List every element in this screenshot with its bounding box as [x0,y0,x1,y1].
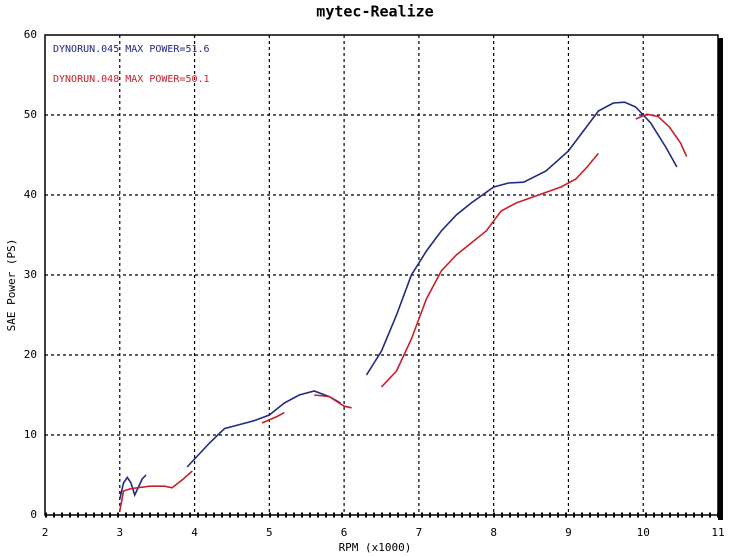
x-tick-label: 11 [711,526,724,539]
y-tick-label: 40 [24,188,37,201]
y-tick-label: 30 [24,268,37,281]
legend-entry: DYNORUN.048 MAX POWER=50.1 [53,74,210,85]
x-tick-label: 10 [637,526,650,539]
x-tick-label: 4 [191,526,198,539]
x-tick-label: 6 [341,526,348,539]
y-axis-label: SAE Power (PS) [5,239,18,332]
frame-shadow [718,38,723,520]
x-tick-label: 9 [565,526,572,539]
x-tick-label: 7 [416,526,423,539]
chart-title: mytec-Realize [316,3,433,21]
y-tick-label: 50 [24,108,37,121]
y-tick-label: 20 [24,348,37,361]
x-tick-label: 8 [490,526,497,539]
legend-entry: DYNORUN.045 MAX POWER=51.6 [53,44,210,55]
series-line [119,113,688,512]
x-tick-label: 3 [116,526,123,539]
y-tick-label: 60 [24,28,37,41]
x-tick-label: 5 [266,526,273,539]
x-axis-label: RPM (x1000) [339,541,412,554]
x-tick-label: 2 [42,526,49,539]
series-line [119,101,678,500]
y-tick-label: 10 [24,428,37,441]
y-tick-label: 0 [30,508,37,521]
